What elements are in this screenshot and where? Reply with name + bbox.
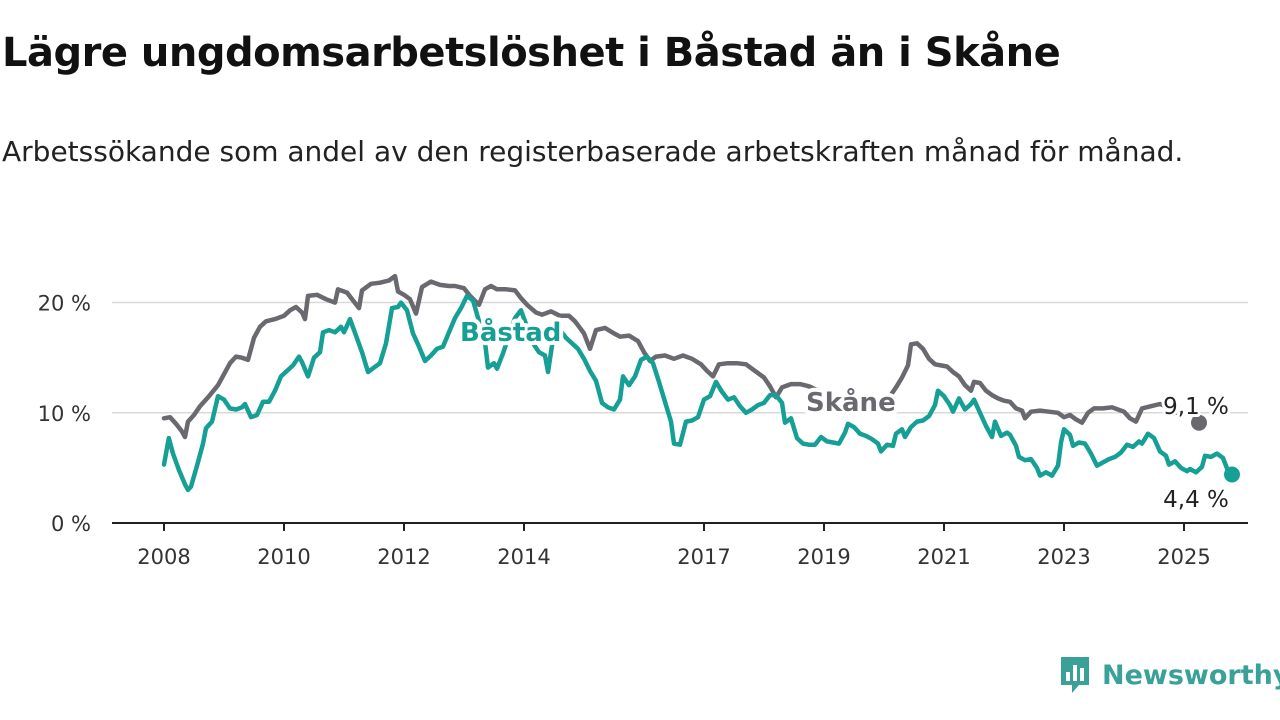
series-label-skane: Skåne [806, 386, 896, 418]
series-end-dot-0 [1191, 414, 1207, 431]
y-tick-label: 10 % [38, 402, 91, 426]
series-line-1 [161, 293, 1235, 493]
series-lines [161, 273, 1240, 493]
series-end-dot-1 [1224, 466, 1240, 483]
x-tick-label: 2019 [797, 545, 850, 569]
y-tick-label: 0 % [51, 512, 91, 536]
series-labels: Skåne Båstad 9,1 % 4,4 % [456, 312, 1232, 516]
x-tick-label: 2012 [377, 545, 430, 569]
series-label-bastad: Båstad [460, 316, 561, 348]
x-tick-label: 2025 [1157, 545, 1210, 569]
y-tick-label: 20 % [38, 292, 91, 316]
x-axis: 2008 2010 2012 2014 2017 2019 2021 2023 2025 [112, 522, 1248, 569]
newsworthy-logo-icon [1061, 657, 1089, 693]
x-tick-label: 2021 [917, 545, 970, 569]
x-tick-label: 2017 [677, 545, 730, 569]
brand-name: Newsworthy [1102, 659, 1280, 691]
chart-subtitle: Arbetssökande som andel av den registerb… [2, 135, 1184, 168]
end-label-bastad: 4,4 % [1163, 487, 1229, 513]
x-tick-label: 2023 [1037, 545, 1090, 569]
newsworthy-brand[interactable]: Newsworthy [1058, 654, 1280, 696]
series-line-0 [161, 273, 1202, 440]
x-tick-label: 2008 [137, 545, 190, 569]
end-label-skane: 9,1 % [1163, 394, 1229, 420]
x-tick-label: 2010 [257, 545, 310, 569]
chart-title: Lägre ungdomsarbetslöshet i Båstad än i … [2, 30, 1061, 76]
y-axis-ticks: 0 % 10 % 20 % [38, 292, 91, 536]
x-tick-label: 2014 [497, 545, 550, 569]
line-chart: 0 % 10 % 20 % 2008 2010 2012 2014 2017 2019 2021… [38, 273, 1248, 569]
